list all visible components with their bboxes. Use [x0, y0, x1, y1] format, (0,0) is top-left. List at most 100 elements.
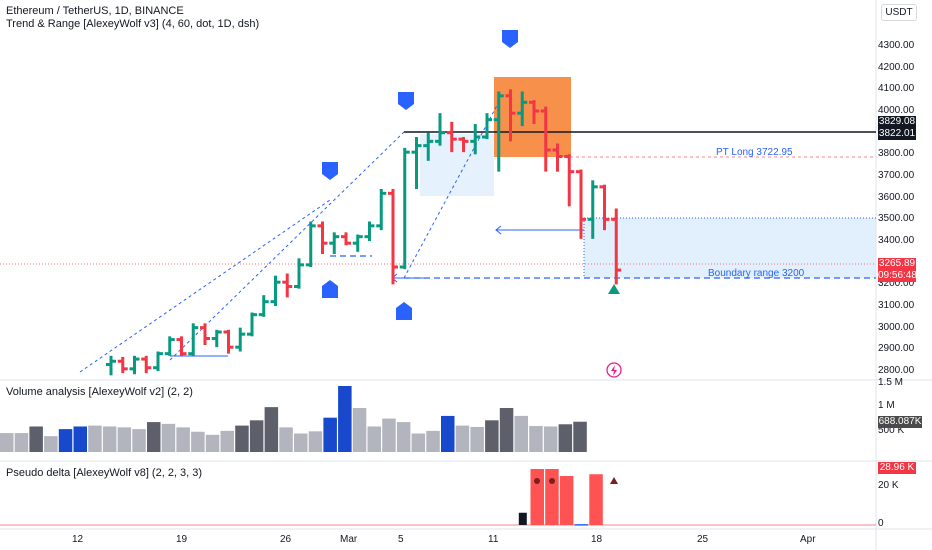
ohlc-bar: [435, 113, 445, 146]
ohlc-bar: [470, 124, 481, 155]
marker-triangle-up[interactable]: [608, 284, 620, 294]
ohlc-bar: [329, 232, 340, 254]
countdown-tag: 09:56:48: [878, 270, 917, 282]
volume-bar: [543, 426, 558, 452]
price-tick: 3000.00: [878, 321, 915, 333]
volume-bar: [529, 426, 543, 452]
range-box: [584, 218, 876, 278]
current-price-tag: 3265.89: [878, 258, 916, 270]
price-tick: 3700.00: [878, 170, 915, 181]
volume-tick-3: 500 K: [878, 425, 905, 436]
volume-bar: [249, 420, 264, 452]
ohlc-bar: [223, 329, 234, 354]
ohlc-bar: [352, 234, 363, 252]
ohlc-bar: [270, 275, 281, 306]
level-tag-upper: 3829.08: [878, 116, 916, 128]
ohlc-bar: [517, 91, 528, 127]
time-tick: 12: [72, 534, 84, 545]
pt-long-label: PT Long 3722.95: [716, 147, 793, 158]
delta-pane-label[interactable]: Pseudo delta [AlexeyWolf v8] (2, 2, 3, 3…: [6, 467, 203, 479]
ohlc-bar: [341, 232, 351, 246]
ohlc-bar: [599, 184, 610, 231]
level-tag-lower: 3822.01: [878, 128, 916, 140]
ohlc-bar: [106, 355, 116, 376]
time-tick: Apr: [800, 534, 816, 545]
price-tick: 4200.00: [878, 61, 915, 73]
price-tick: 3200.00: [878, 278, 915, 290]
price-tick: 4100.00: [878, 83, 915, 95]
ohlc-bar: [164, 336, 175, 356]
volume-bar: [58, 429, 73, 452]
price-tick: 3100.00: [878, 300, 915, 311]
volume-bar: [367, 426, 381, 452]
volume-bar: [88, 425, 102, 452]
delta-triangle-marker: [610, 477, 618, 484]
volume-bar: [73, 426, 87, 452]
ohlc-bar: [482, 113, 492, 140]
price-tick: 4300.00: [878, 40, 915, 51]
delta-bars: [0, 469, 876, 526]
volume-bar: [470, 426, 484, 452]
ohlc-bar: [458, 137, 469, 153]
volume-bar: [14, 433, 29, 452]
delta-dot-marker: [534, 478, 540, 484]
currency-button[interactable]: USDT: [881, 4, 917, 21]
ohlc-bar: [388, 189, 398, 285]
ohlc-bar: [587, 180, 598, 239]
marker-up-1[interactable]: [322, 280, 338, 298]
lightning-icon[interactable]: [606, 362, 622, 378]
delta-last-tag: 28.96 K: [878, 462, 916, 474]
ohlc-bar: [411, 137, 422, 189]
ohlc-bar: [505, 89, 516, 142]
price-tick: 3500.00: [878, 213, 915, 225]
trend-channel-box: [420, 134, 494, 196]
trend-line-1: [79, 199, 331, 373]
volume-tick-1: 1.5 M: [878, 377, 904, 388]
ohlc-bar: [153, 351, 163, 371]
trend-line-3: [403, 99, 501, 279]
ohlc-bar: [317, 221, 328, 254]
delta-bar: [518, 512, 527, 525]
ohlc-bar: [611, 208, 622, 285]
volume-pane-label[interactable]: Volume analysis [AlexeyWolf v2] (2, 2): [6, 386, 193, 398]
volume-bar: [294, 433, 308, 452]
volume-tick-2: 1 M: [878, 400, 895, 411]
price-tick: 3400.00: [878, 235, 915, 246]
volume-bar: [132, 429, 146, 452]
volume-bar: [338, 386, 352, 452]
volume-bars: [0, 386, 587, 452]
volume-bar: [323, 417, 337, 452]
ohlc-bar: [564, 154, 575, 207]
ohlc-bar: [376, 189, 387, 231]
price-tick: 2800.00: [878, 365, 915, 376]
volume-bar: [235, 425, 249, 452]
marker-up-2[interactable]: [396, 302, 412, 320]
marker-flag-2[interactable]: [398, 92, 414, 110]
ohlc-bar: [235, 327, 246, 352]
time-tick: 11: [488, 534, 499, 545]
marker-flag-3[interactable]: [502, 30, 518, 48]
indicator-legend[interactable]: Trend & Range [AlexeyWolf v3] (4, 60, do…: [6, 18, 260, 30]
ohlc-bar: [399, 147, 410, 270]
volume-bar: [455, 425, 470, 452]
marker-flag-1[interactable]: [322, 162, 338, 180]
volume-bar: [191, 431, 205, 452]
volume-bar: [558, 424, 573, 452]
volume-bar: [176, 427, 190, 452]
volume-bar: [499, 408, 514, 452]
ohlc-bar: [282, 273, 293, 298]
volume-bar: [161, 423, 176, 452]
volume-bar: [0, 433, 14, 452]
volume-bar: [44, 436, 58, 452]
ohlc-bar: [129, 355, 140, 375]
arrow-left-2: [391, 273, 430, 283]
ohlc-bar: [294, 258, 304, 289]
ohlc-bar: [176, 336, 187, 356]
ohlc-bar: [305, 221, 316, 267]
ohlc-bar: [141, 355, 152, 374]
ohlc-bar: [493, 91, 504, 172]
volume-bar: [485, 420, 499, 452]
volume-bar: [352, 408, 367, 452]
